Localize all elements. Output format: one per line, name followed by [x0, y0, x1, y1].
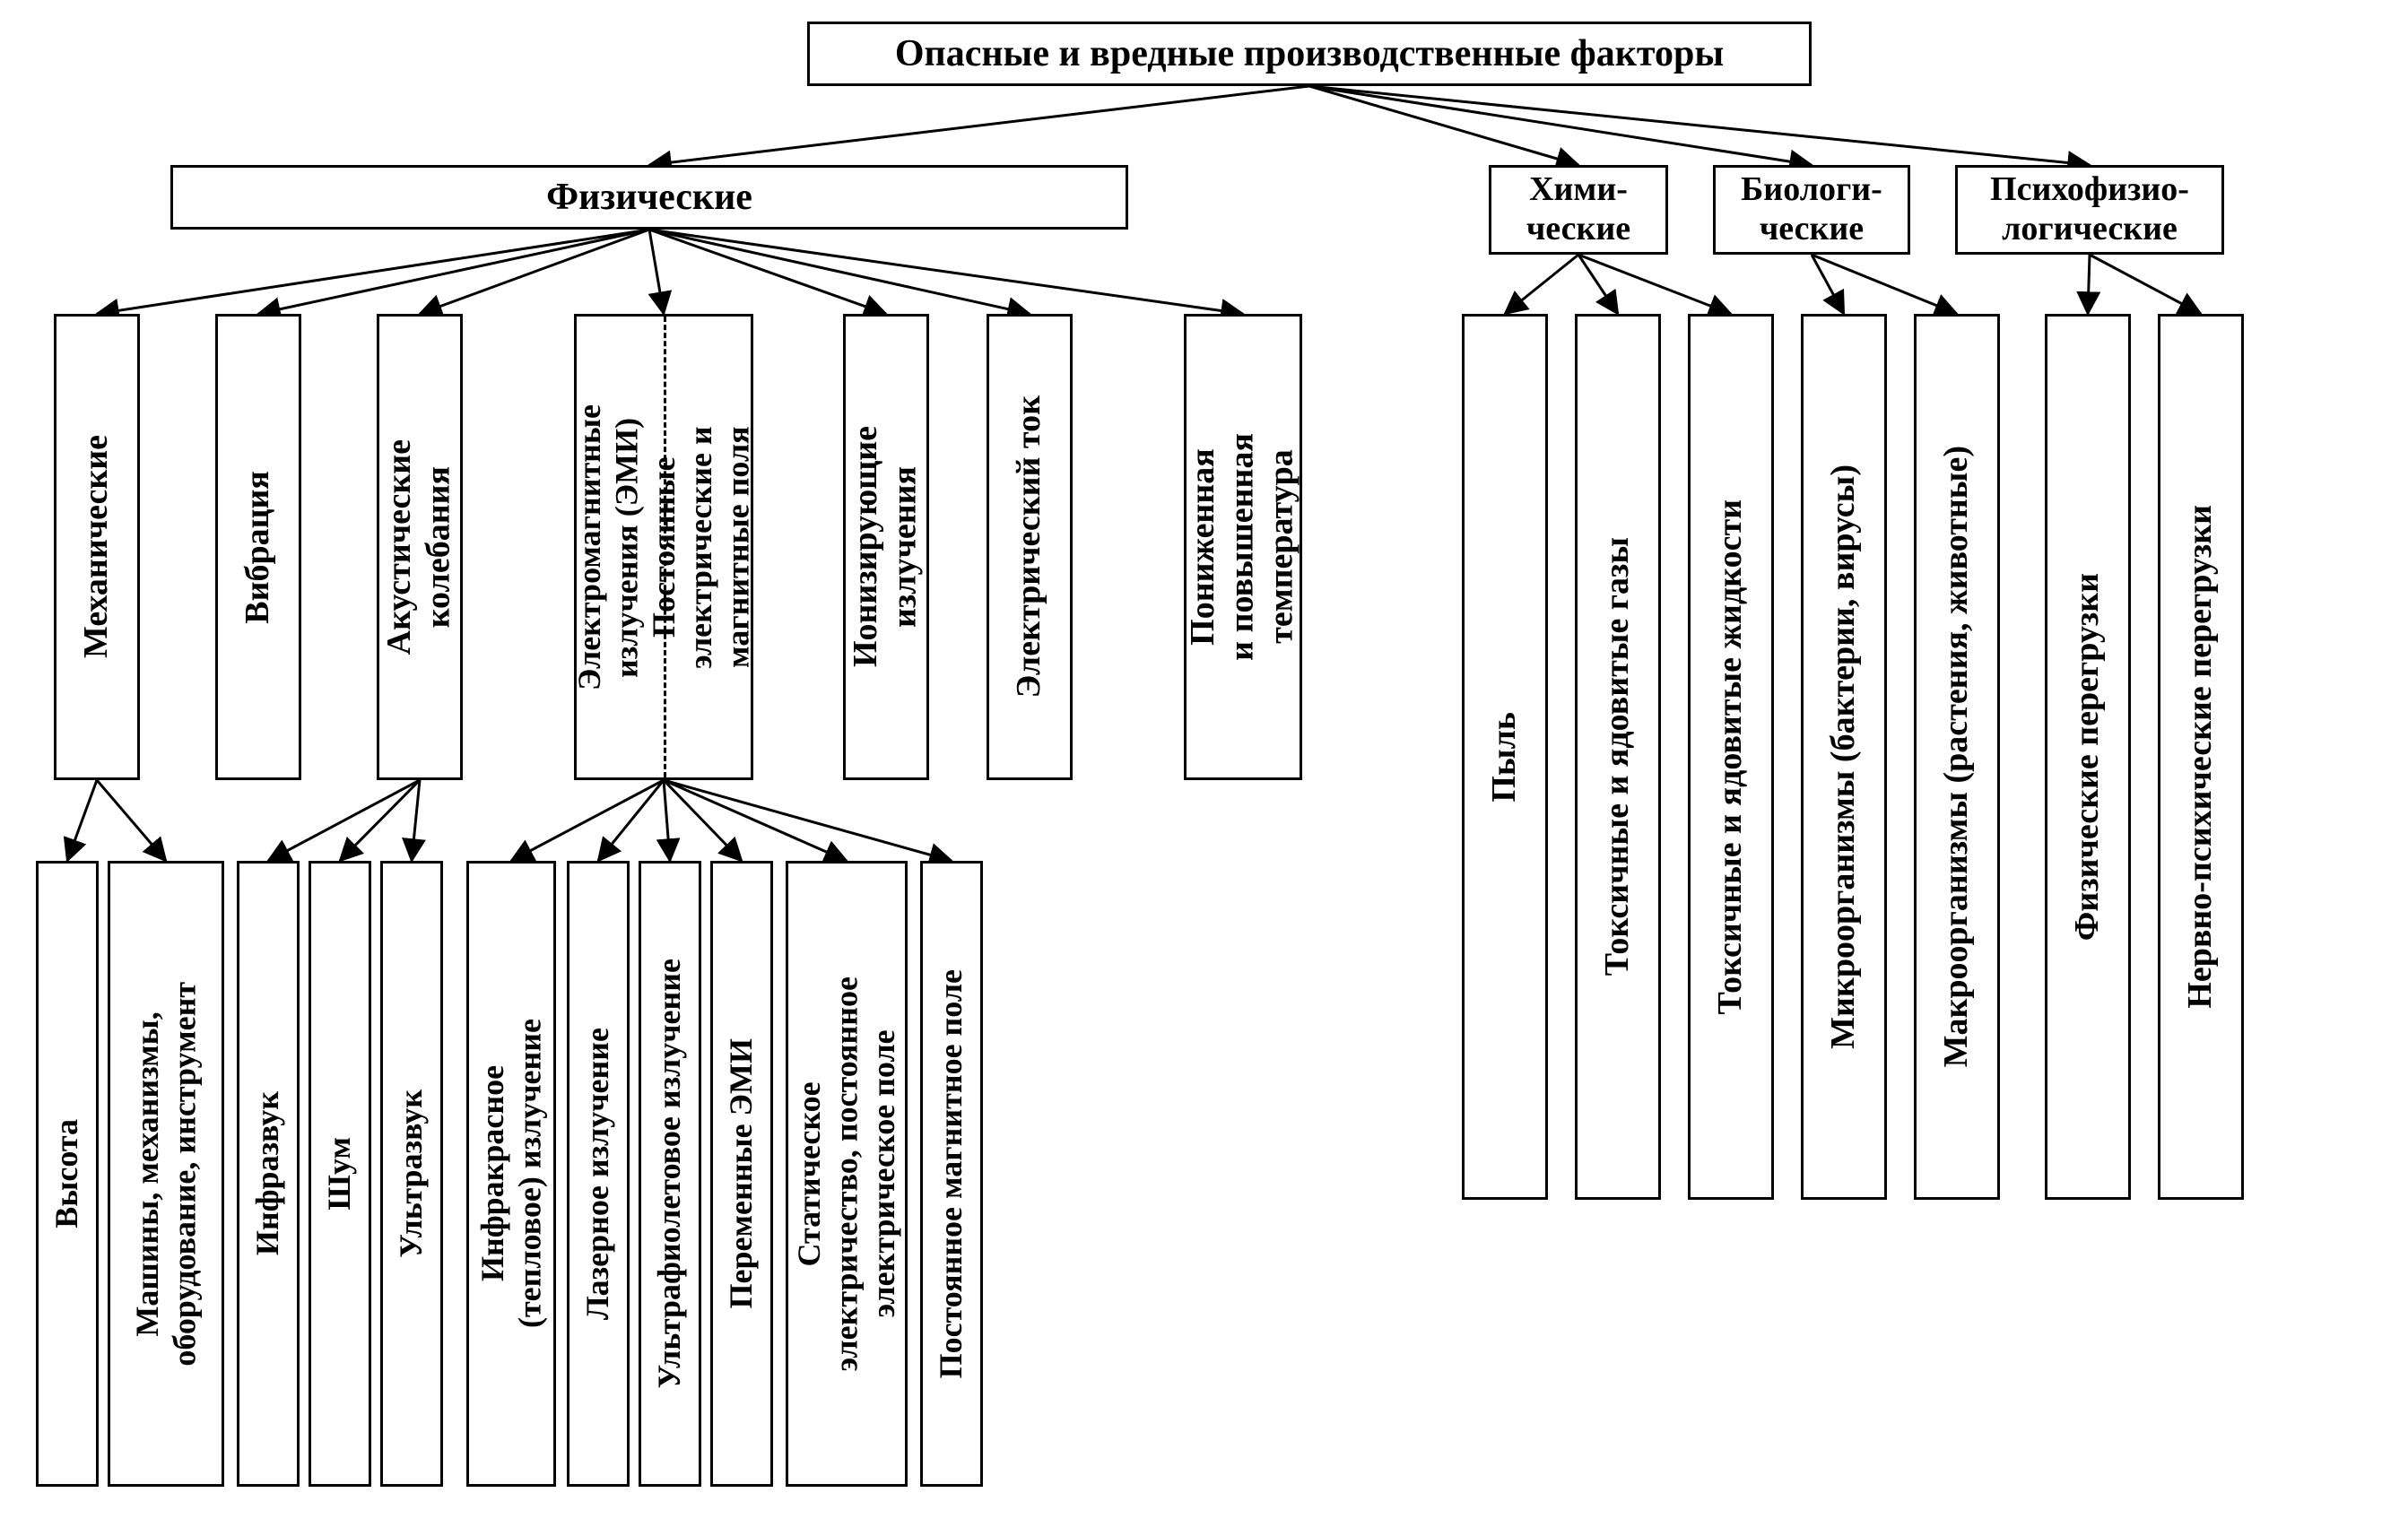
node-p3: Акустические колебания	[377, 314, 463, 780]
node-l1: Высота	[36, 861, 99, 1487]
node-c3: Токсичные и ядовитые жидкости	[1688, 314, 1774, 1200]
node-label: Электрический ток	[1010, 395, 1049, 698]
edge-root-psy	[1309, 86, 2090, 165]
node-label: Машины, механизмы, оборудование, инструм…	[129, 982, 204, 1367]
node-c2: Токсичные и ядовитые газы	[1575, 314, 1661, 1200]
node-p7: Пониженная и повышенная температура	[1184, 314, 1302, 780]
node-label: Инфракрасное (тепловое) излучение	[474, 1019, 549, 1328]
edge-p4-l11	[664, 780, 952, 861]
node-s1: Физические перегрузки	[2045, 314, 2131, 1200]
node-label: Микроорганизмы (бактерии, вирусы)	[1824, 464, 1864, 1049]
node-label: Ионизирующие излучения	[847, 426, 925, 667]
edge-p4-l10	[664, 780, 847, 861]
edge-phys-p1	[97, 230, 649, 314]
edge-chem-c3	[1578, 255, 1731, 314]
node-phys: Физические	[170, 165, 1128, 230]
node-label: Лазерное излучение	[579, 1028, 616, 1320]
edge-bio-b1	[1812, 255, 1844, 314]
node-p4: Электромагнитные излучения (ЭМИ) Постоян…	[574, 314, 753, 780]
edge-p4-l6	[511, 780, 664, 861]
edge-root-phys	[649, 86, 1309, 165]
edge-p4-l8	[664, 780, 670, 861]
edge-psy-s1	[2088, 255, 2090, 314]
edge-phys-p4	[649, 230, 664, 314]
node-label: Нервно-психические перегрузки	[2181, 505, 2221, 1009]
node-p5: Ионизирующие излучения	[843, 314, 929, 780]
node-label: Пыль	[1485, 712, 1525, 803]
node-b2: Макроорганизмы (растения, животные)	[1914, 314, 2000, 1200]
node-label: Хими- ческие	[1526, 170, 1630, 248]
node-label: Инфразвук	[249, 1091, 286, 1255]
node-p2: Вибрация	[215, 314, 301, 780]
node-label: Токсичные и ядовитые жидкости	[1711, 499, 1751, 1015]
node-label: Высота	[48, 1119, 85, 1228]
node-l9: Переменные ЭМИ	[710, 861, 773, 1487]
edge-p3-l5	[412, 780, 420, 861]
node-label: Физические	[546, 176, 752, 219]
node-p6: Электрический ток	[987, 314, 1073, 780]
node-label: Шум	[321, 1137, 358, 1211]
node-s2: Нервно-психические перегрузки	[2158, 314, 2244, 1200]
node-label: Пониженная и повышенная температура	[1184, 433, 1301, 661]
edge-p4-l7	[598, 780, 664, 861]
node-psy: Психофизио- логические	[1955, 165, 2224, 255]
node-b1: Микроорганизмы (бактерии, вирусы)	[1801, 314, 1887, 1200]
node-label: Вибрация	[239, 471, 278, 624]
edge-bio-b2	[1812, 255, 1957, 314]
node-label: Переменные ЭМИ	[723, 1038, 760, 1308]
node-label: Физические перегрузки	[2068, 573, 2108, 941]
node-l6: Инфракрасное (тепловое) излучение	[466, 861, 556, 1487]
edge-chem-c2	[1578, 255, 1618, 314]
node-label: Механические	[77, 435, 117, 658]
node-l2: Машины, механизмы, оборудование, инструм…	[108, 861, 224, 1487]
node-bio: Биологи- ческие	[1713, 165, 1910, 255]
edge-p3-l3	[268, 780, 420, 861]
edge-psy-s2	[2090, 255, 2201, 314]
node-label: Опасные и вредные производственные факто…	[895, 32, 1724, 75]
node-label: Электромагнитные излучения (ЭМИ) Постоян…	[571, 404, 757, 690]
node-p1: Механические	[54, 314, 140, 780]
node-label: Макроорганизмы (растения, животные)	[1937, 446, 1977, 1067]
edge-p3-l4	[340, 780, 420, 861]
node-chem: Хими- ческие	[1489, 165, 1668, 255]
edge-p1-l2	[97, 780, 166, 861]
node-l3: Инфразвук	[237, 861, 300, 1487]
edge-phys-p3	[420, 230, 649, 314]
node-label: Биологи- ческие	[1741, 170, 1882, 248]
node-label: Ультрафиолетовое излучение	[651, 959, 688, 1388]
edge-phys-p7	[649, 230, 1243, 314]
node-label: Ультразвук	[393, 1089, 430, 1258]
node-l10: Статическое электричество, постоянное эл…	[786, 861, 908, 1487]
edge-root-chem	[1309, 86, 1578, 165]
node-l11: Постоянное магнитное поле	[920, 861, 983, 1487]
node-label: Акустические колебания	[380, 439, 458, 655]
node-root: Опасные и вредные производственные факто…	[807, 22, 1812, 86]
node-label: Статическое электричество, постоянное эл…	[791, 976, 902, 1371]
edge-chem-c1	[1505, 255, 1578, 314]
node-label: Токсичные и ядовитые газы	[1598, 537, 1638, 976]
edge-phys-p2	[258, 230, 649, 314]
node-l5: Ультразвук	[380, 861, 443, 1487]
edge-p1-l1	[67, 780, 97, 861]
node-label: Постоянное магнитное поле	[933, 969, 969, 1378]
edge-phys-p6	[649, 230, 1030, 314]
node-l7: Лазерное излучение	[567, 861, 630, 1487]
edge-p4-l9	[664, 780, 742, 861]
diagram-stage: Опасные и вредные производственные факто…	[0, 0, 2408, 1519]
node-c1: Пыль	[1462, 314, 1548, 1200]
node-l8: Ультрафиолетовое излучение	[639, 861, 701, 1487]
node-label: Психофизио- логические	[1990, 170, 2189, 248]
edge-phys-p5	[649, 230, 886, 314]
node-l4: Шум	[309, 861, 371, 1487]
edge-root-bio	[1309, 86, 1812, 165]
